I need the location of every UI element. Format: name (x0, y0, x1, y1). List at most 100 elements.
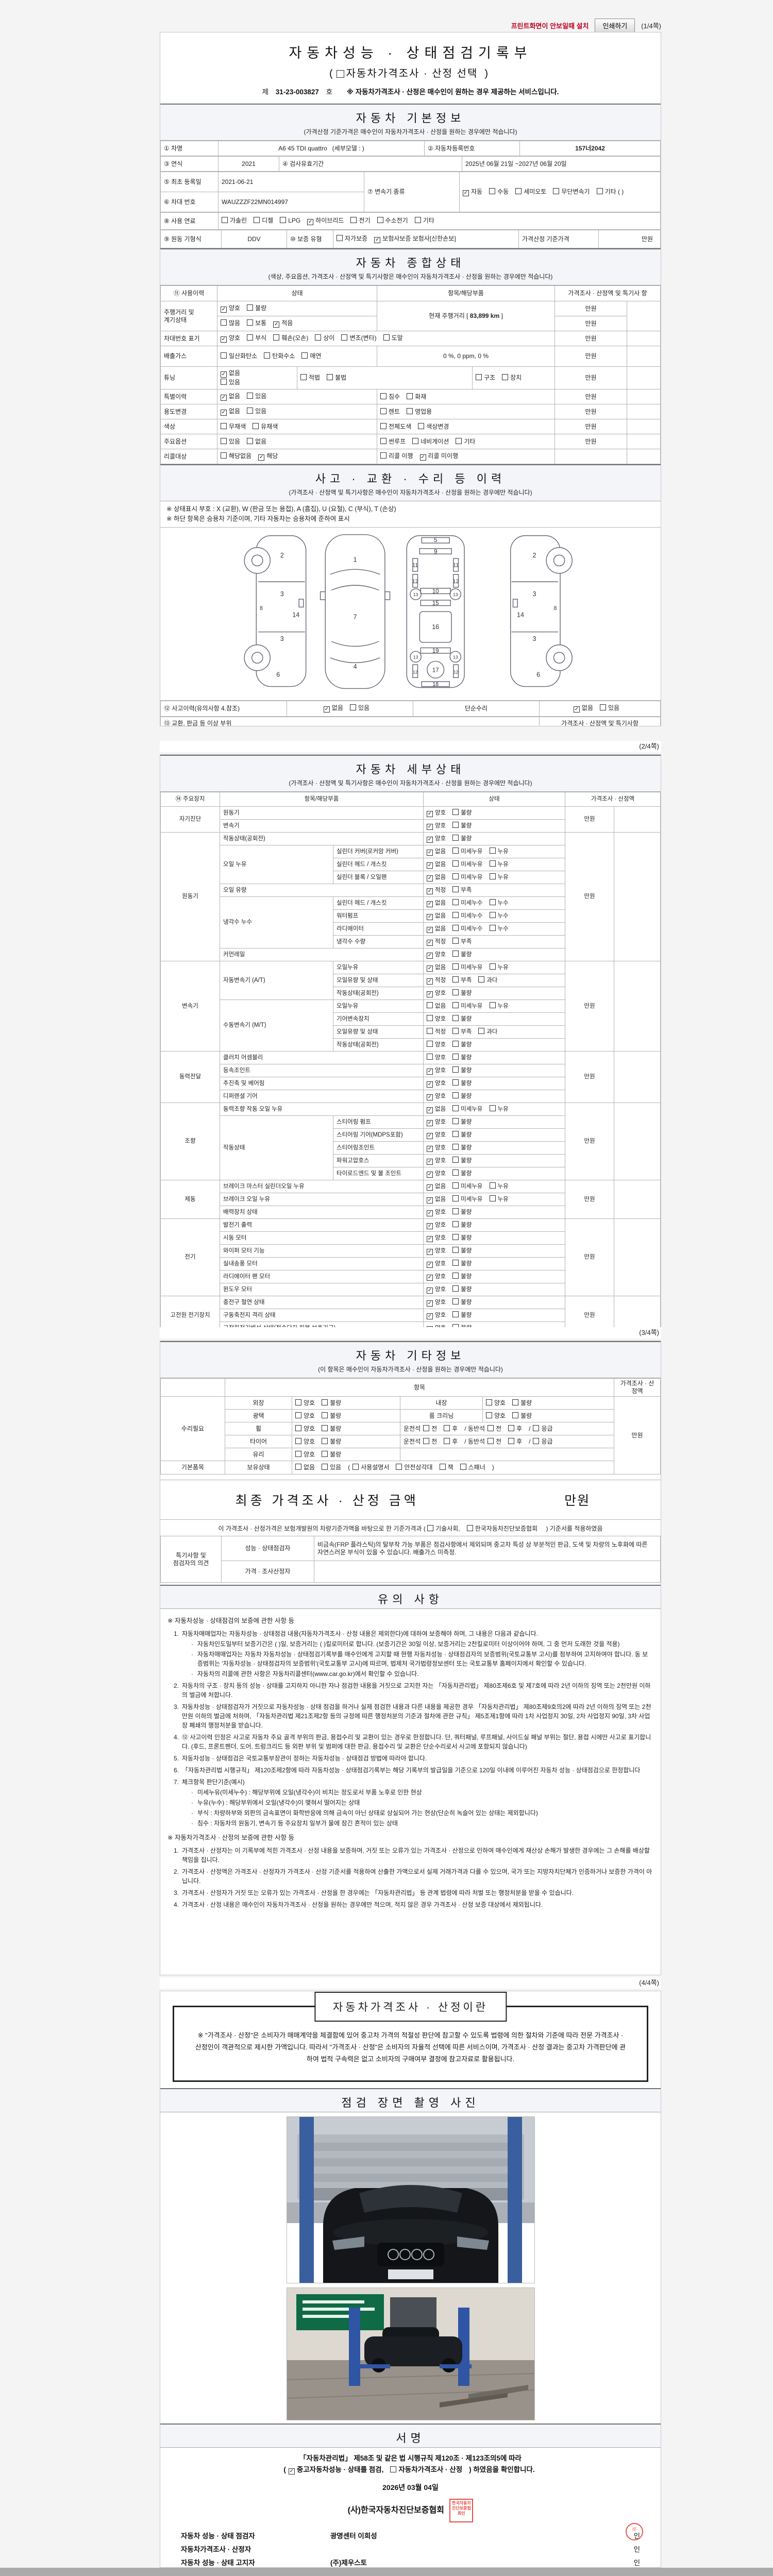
appraiser-remark-label: 가격 · 조사산정자 (221, 1561, 314, 1583)
option-label: 기타 ( ) (604, 188, 624, 195)
svg-text:3: 3 (280, 635, 283, 642)
checkbox-option: 가솔린 (222, 217, 247, 225)
checked-checkbox-icon (427, 1275, 433, 1281)
bottom-scrollbar-strip[interactable] (0, 2568, 773, 2576)
checkbox-option: 후 (508, 1425, 522, 1433)
checked-checkbox-icon (427, 862, 433, 869)
detail-row: 브레이크 오일 누유 없음 미세누유 누유 (161, 1193, 661, 1206)
note-cell (554, 449, 628, 464)
unchecked-checkbox-icon (254, 217, 260, 223)
checkbox-option: 누유 (489, 963, 509, 971)
unchecked-checkbox-icon (489, 873, 496, 879)
accident-notes: ※ 상태표시 부호 : X (교환), W (판금 또는 용접), A (흠집)… (160, 501, 661, 528)
item-label: 작동상태 (220, 1115, 333, 1180)
price-unit: 만원 (554, 301, 628, 316)
option-label: 불량 (330, 1399, 342, 1406)
fuel-label: ⑧ 사용 연료 (160, 212, 219, 230)
valid-value: 2025년 06월 21일 ~2027년 06월 20일 (462, 156, 661, 172)
basic-info-title: 자동차 기본정보 (356, 112, 465, 125)
option-label: 양호 (304, 1412, 315, 1419)
option-label: 불량 (461, 1312, 472, 1318)
unchecked-checkbox-icon (273, 334, 280, 341)
notice-item: 2. 자동차의 구조 · 장치 등의 성능 · 상태를 고지하지 아니한 자나 점… (167, 1681, 653, 1700)
checkbox-option: 응급 (533, 1437, 553, 1446)
subitem-label: 작동상태(공회전) (333, 1038, 424, 1052)
checkbox-option: 불량 (452, 989, 472, 997)
checkbox-option: 적정 (427, 977, 446, 985)
unchecked-checkbox-icon (488, 1425, 494, 1431)
checkbox-option: 미세누유 (452, 1195, 483, 1203)
checkbox-option: 자동차가격조사 · 산정 선택 (336, 65, 478, 80)
subitem-label: 오일유량 및 상태 (333, 1025, 424, 1039)
checkbox-option: 무채색 (221, 422, 246, 431)
state-options: 적정 부족 과다 (423, 974, 565, 987)
unchecked-checkbox-icon (418, 422, 425, 429)
page-1: 자동차성능 · 상태점검기록부 (자동차가격조사 · 산정 선택) 제 31-2… (160, 32, 661, 726)
checkbox-option: 양호 (295, 1425, 315, 1433)
option-label: 렌트 (389, 408, 400, 415)
checkbox-option: 누유 (489, 848, 509, 855)
checked-checkbox-icon (427, 1223, 433, 1229)
unchecked-checkbox-icon (488, 1437, 494, 1444)
notice-item: 2. 가격조사 · 산정액은 가격조사 · 산정자가 가격조사 · 산정 기준서를… (167, 1867, 653, 1886)
checked-checkbox-icon (427, 978, 433, 985)
option-label: 기타 (423, 217, 434, 224)
option-label: 불량 (461, 1145, 472, 1151)
detail-row: 자기진단원동기양호불량만원 (160, 806, 661, 833)
option-label: 기타 (464, 437, 476, 445)
checkbox-option: 불량 (452, 1054, 472, 1061)
unchecked-checkbox-icon (508, 1425, 515, 1431)
holding-options: 없음 있음 (사용설명서 안전삼각대 잭 스패너) (291, 1461, 615, 1475)
tire-detail-options: 운전석 전 후 / 동반석 전 후 / 응급 (399, 1435, 615, 1448)
state-options: 양호 불량 (423, 819, 565, 833)
car-views-svg: 28 314 36 174 (243, 534, 573, 689)
inspector-seal-stamp: 印 (626, 2523, 643, 2541)
print-button[interactable]: 인쇄하기 (595, 18, 635, 32)
overall-title: 자동차 종합상태 (356, 257, 465, 269)
interior-options: 양호 불량 (482, 1396, 615, 1410)
checkbox-option: 후 (444, 1437, 458, 1446)
option-label: 양호 (435, 952, 446, 958)
group-price: 만원 (565, 1103, 614, 1180)
overall-header-parts: 항목/해당부품 (376, 285, 556, 301)
detail-row: 냉각수 수량 적정 부족 (161, 935, 661, 948)
option-label: 불량 (520, 1412, 532, 1419)
state-options: 양호 불량 (423, 1167, 565, 1180)
seal-placeholder: 인 (633, 2546, 640, 2554)
option-label: 양호 (435, 1093, 446, 1099)
vin-value: WAUZZZF22MN014997 (218, 192, 364, 212)
svg-text:3: 3 (532, 590, 536, 598)
item-label: 원동기 (220, 806, 424, 820)
tuning-legal-options: 적법 불법 (297, 366, 473, 389)
bullet-dot-icon: · (191, 1809, 193, 1817)
checkbox-option: 있음 (221, 437, 240, 446)
print-install-link[interactable]: 프린트화면이 안보일때 설치 (511, 22, 589, 30)
option-label: 있음 (255, 408, 267, 415)
checkbox-option: 양호 (427, 1131, 446, 1139)
unchecked-checkbox-icon (247, 304, 254, 311)
option-label: 있음 (358, 704, 370, 711)
notice-item-text: 자동차성능 · 상태점검자가 거짓으로 자동차성능 · 상태 점검을 하거나 실… (182, 1703, 651, 1729)
reg-no-label: ② 자동차등록번호 (424, 141, 520, 156)
checkbox-option: 있음 (350, 704, 369, 712)
option-label: 해당 (266, 452, 278, 460)
unchecked-checkbox-icon (247, 393, 254, 399)
unchecked-checkbox-icon (247, 334, 254, 341)
glass-label: 유리 (225, 1448, 292, 1461)
unchecked-checkbox-icon (427, 1525, 434, 1531)
signature-area: 「자동차관리법」 제58조 및 같은 법 시행규칙 제120조 · 제123조의… (160, 2448, 661, 2567)
option-label: 디젤 (262, 217, 274, 224)
option-label: 불량 (461, 1016, 472, 1023)
option-label: 불량 (461, 1286, 472, 1293)
abnormal-parts-label: ⑬ 교환, 판금 등 이상 부위 (160, 716, 540, 726)
checkbox-option: 불량 (452, 822, 472, 829)
detail-row: 타이로드엔드 및 볼 조인트 양호 불량 (161, 1167, 661, 1180)
checkbox-option: 누유 (489, 1105, 509, 1113)
state-options: 없음 미세누유 누유 (423, 858, 565, 871)
unchecked-checkbox-icon (444, 1425, 450, 1431)
state-options: 양호 불량 (423, 1231, 565, 1245)
unchecked-checkbox-icon (337, 235, 343, 241)
checked-checkbox-icon (427, 811, 433, 817)
unchecked-checkbox-icon (427, 1028, 433, 1035)
checkbox-option: 양호 (427, 822, 446, 830)
